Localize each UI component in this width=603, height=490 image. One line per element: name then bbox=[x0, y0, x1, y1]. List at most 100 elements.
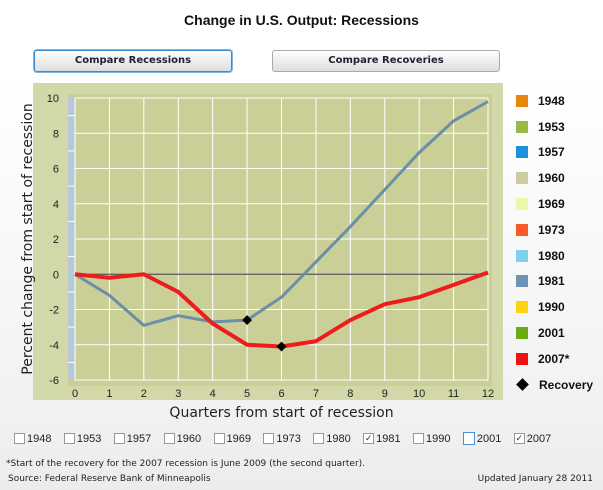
legend-label: 2007* bbox=[538, 351, 570, 366]
legend-item-1973: 1973 bbox=[516, 217, 593, 243]
legend-item-2007: 2007* bbox=[516, 346, 593, 372]
checkbox-label: 1973 bbox=[276, 432, 301, 445]
recovery-marker-2007 bbox=[276, 341, 287, 352]
checkbox-box[interactable] bbox=[14, 433, 25, 444]
x-tick-label: 7 bbox=[313, 388, 319, 400]
y-tick-label: 4 bbox=[53, 199, 59, 211]
legend-label: 1960 bbox=[538, 171, 565, 186]
y-tick-label: -4 bbox=[49, 340, 59, 352]
legend-swatch bbox=[516, 120, 528, 133]
x-tick-label: 11 bbox=[448, 388, 459, 400]
checkbox-1969[interactable]: 1969 bbox=[213, 432, 251, 445]
legend-label: 2001 bbox=[538, 326, 565, 341]
source: Source: Federal Reserve Bank of Minneapo… bbox=[8, 474, 211, 484]
series-line-1981 bbox=[74, 100, 489, 327]
y-tick-label: 0 bbox=[53, 269, 59, 281]
checkbox-box[interactable] bbox=[462, 432, 475, 445]
checkbox-label: 1957 bbox=[126, 432, 152, 445]
legend-swatch bbox=[516, 94, 528, 107]
legend-label: 1981 bbox=[538, 274, 565, 289]
checkbox-1990[interactable]: 1990 bbox=[413, 432, 450, 445]
checkbox-1980[interactable]: 1980 bbox=[313, 432, 351, 445]
legend-swatch bbox=[516, 198, 528, 211]
legend-label: 1948 bbox=[538, 93, 565, 108]
checkbox-label: 1980 bbox=[326, 432, 351, 445]
legend-swatch bbox=[516, 249, 528, 262]
legend-swatch bbox=[516, 327, 528, 340]
x-axis-label: Quarters from start of recession bbox=[169, 405, 393, 421]
checkbox-box[interactable] bbox=[413, 433, 424, 444]
legend-item-1960: 1960 bbox=[516, 165, 593, 191]
legend-item-1981: 1981 bbox=[516, 269, 593, 295]
legend-label: 1969 bbox=[538, 197, 565, 212]
legend-swatch bbox=[516, 275, 528, 288]
legend-item-1948: 1948 bbox=[516, 88, 593, 114]
y-axis-label: Percent change from start of recession bbox=[20, 103, 36, 374]
checkbox-box[interactable] bbox=[213, 433, 225, 444]
x-tick-label: 6 bbox=[278, 388, 284, 400]
y-tick-label: 6 bbox=[53, 164, 59, 176]
x-tick-label: 5 bbox=[244, 388, 250, 400]
recovery-marker-1981 bbox=[242, 315, 253, 326]
x-tick-label: 1 bbox=[106, 388, 112, 400]
legend-label: 1973 bbox=[538, 222, 565, 237]
legend-item-1957: 1957 bbox=[516, 140, 593, 166]
legend-item-1990: 1990 bbox=[516, 294, 593, 320]
checkbox-box[interactable] bbox=[113, 433, 125, 444]
legend-swatch bbox=[516, 146, 528, 159]
checkbox-2001[interactable]: 2001 bbox=[462, 432, 502, 445]
x-tick-label: 2 bbox=[141, 388, 147, 400]
legend-swatch bbox=[516, 301, 528, 314]
x-tick-label: 12 bbox=[482, 388, 494, 400]
checkbox-label: 2001 bbox=[476, 432, 502, 445]
legend-swatch bbox=[516, 223, 528, 236]
checkbox-1973[interactable]: 1973 bbox=[263, 432, 301, 445]
legend: 1948 1953 1957 1960 1969 1973 1980 1981 1990 2001… bbox=[516, 88, 593, 398]
checkbox-label: 1981 bbox=[376, 432, 401, 445]
checkbox-box[interactable] bbox=[63, 433, 75, 444]
checkbox-label: 1953 bbox=[76, 432, 102, 445]
checkbox-box[interactable]: ✓ bbox=[363, 433, 375, 444]
legend-label: 1990 bbox=[538, 300, 565, 315]
y-tick-label: 8 bbox=[53, 128, 59, 140]
checkbox-1960[interactable]: 1960 bbox=[163, 432, 201, 445]
legend-item-recovery: Recovery bbox=[516, 372, 593, 398]
legend-item-1953: 1953 bbox=[516, 114, 593, 140]
legend-item-2001: 2001 bbox=[516, 320, 593, 346]
legend-label: Recovery bbox=[539, 377, 594, 392]
y-tick-label: -6 bbox=[49, 375, 59, 387]
y-tick-label: 2 bbox=[53, 234, 59, 246]
legend-label: 1953 bbox=[538, 119, 565, 134]
diamond-icon bbox=[516, 378, 529, 392]
checkbox-1953[interactable]: 1953 bbox=[63, 432, 102, 445]
x-tick-label: 4 bbox=[210, 388, 216, 400]
x-tick-label: 10 bbox=[413, 388, 425, 400]
recession-checkboxes: 1948 1953 1957 1960 1969 1973 1980 ✓ 1981 1990 200… bbox=[14, 432, 564, 445]
y-axis-bar bbox=[68, 98, 75, 380]
checkbox-label: 1990 bbox=[426, 432, 451, 445]
legend-swatch bbox=[516, 172, 528, 185]
plot-area bbox=[68, 94, 492, 386]
checkbox-box[interactable] bbox=[313, 433, 325, 444]
checkbox-box[interactable] bbox=[263, 433, 275, 444]
checkbox-label: 1948 bbox=[27, 432, 52, 445]
footnote: *Start of the recovery for the 2007 rece… bbox=[6, 459, 366, 469]
y-tick-label: -2 bbox=[49, 305, 59, 317]
x-tick-label: 9 bbox=[382, 388, 388, 400]
compare-recessions-button[interactable]: Compare Recessions bbox=[34, 50, 232, 72]
checkbox-label: 1969 bbox=[226, 432, 251, 445]
legend-swatch bbox=[516, 352, 528, 365]
y-tick-label: 10 bbox=[47, 93, 59, 105]
legend-label: 1980 bbox=[538, 248, 565, 263]
x-tick-label: 3 bbox=[175, 388, 181, 400]
checkbox-1957[interactable]: 1957 bbox=[113, 432, 152, 445]
checkbox-label: 2007 bbox=[526, 432, 552, 445]
legend-item-1980: 1980 bbox=[516, 243, 593, 269]
checkbox-1948[interactable]: 1948 bbox=[14, 432, 51, 445]
compare-recoveries-button[interactable]: Compare Recoveries bbox=[272, 50, 500, 72]
checkbox-box[interactable] bbox=[163, 433, 175, 444]
checkbox-1981[interactable]: ✓ 1981 bbox=[363, 432, 401, 445]
checkbox-box[interactable]: ✓ bbox=[513, 433, 525, 444]
checkbox-2007[interactable]: ✓ 2007 bbox=[513, 432, 552, 445]
